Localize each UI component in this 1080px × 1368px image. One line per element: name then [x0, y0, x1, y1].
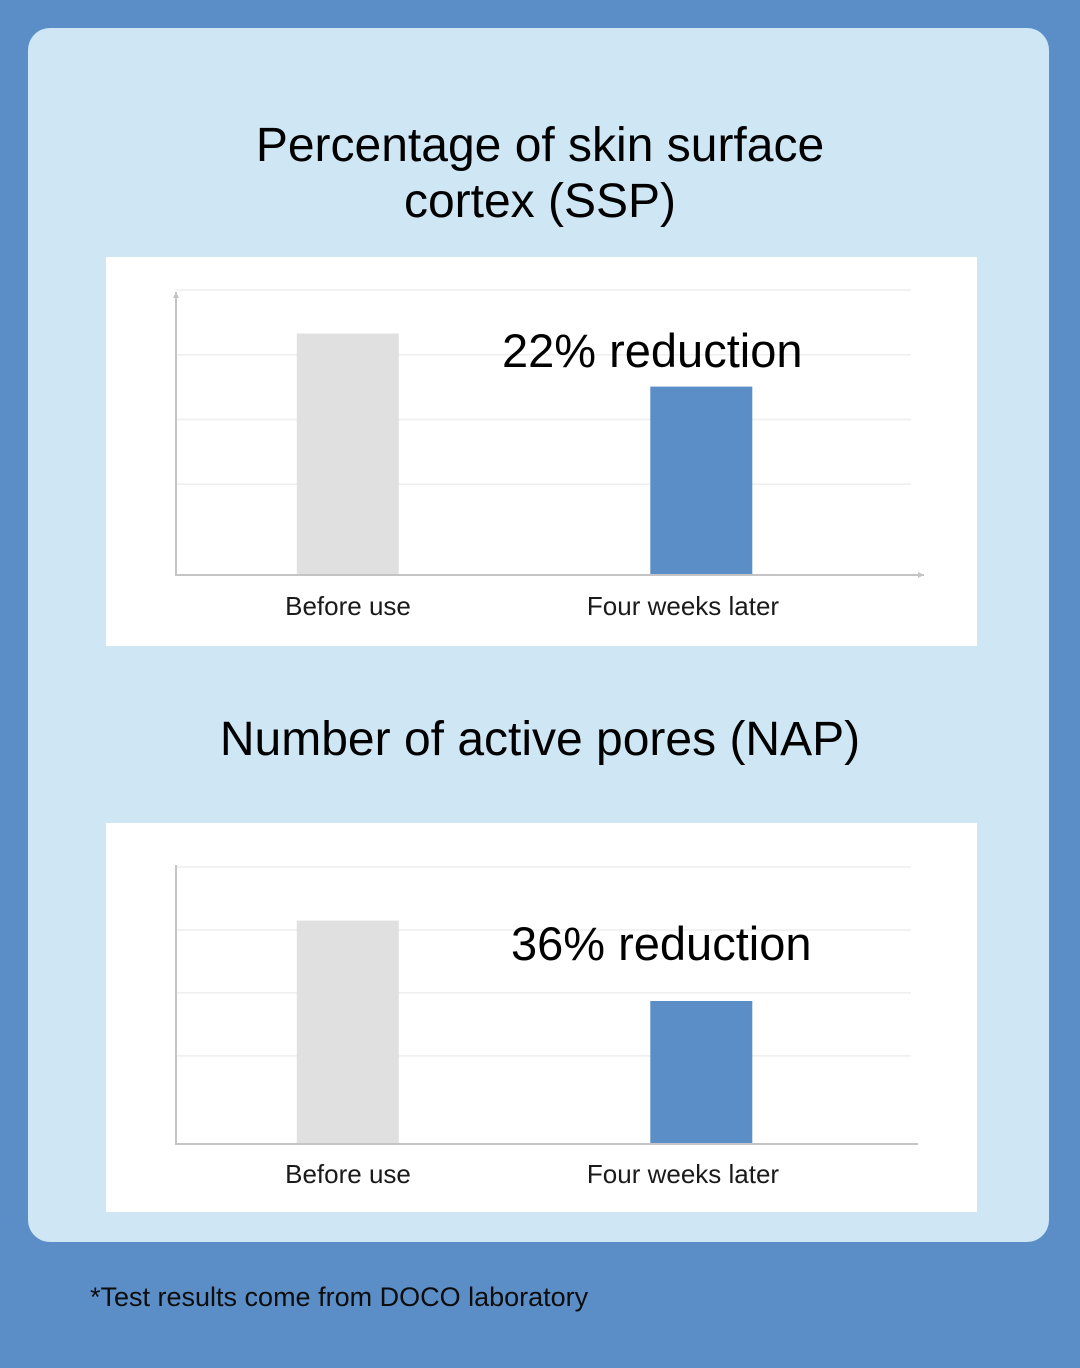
x-tick-label-before-use: Before use	[285, 591, 411, 621]
y-axis-arrow	[173, 292, 179, 298]
bar-0	[296, 333, 399, 575]
reduction-annotation: 36% reduction	[511, 917, 812, 970]
chart-card-ssp: 22% reduction Before use Four weeks late…	[106, 257, 977, 646]
footnote: *Test results come from DOCO laboratory	[90, 1282, 589, 1312]
x-tick-label-four-weeks-later: Four weeks later	[586, 591, 780, 621]
x-axis-arrow	[918, 572, 924, 578]
x-tick-label-before-use: Before use	[285, 1159, 411, 1189]
chart-title-ssp: Percentage of skin surface cortex (SSP)	[255, 119, 825, 228]
reduction-annotation: 22% reduction	[502, 324, 803, 377]
x-tick-label-four-weeks-later: Four weeks later	[586, 1159, 780, 1189]
bar-chart-ssp	[173, 289, 924, 578]
chart-card-nap: 36% reduction Before use Four weeks late…	[106, 823, 977, 1212]
bar-1	[650, 1001, 753, 1144]
bar-0	[296, 920, 399, 1144]
chart-title-nap: Number of active pores (NAP)	[219, 713, 861, 766]
bar-1	[650, 386, 753, 575]
bar-chart-nap	[175, 865, 918, 1145]
